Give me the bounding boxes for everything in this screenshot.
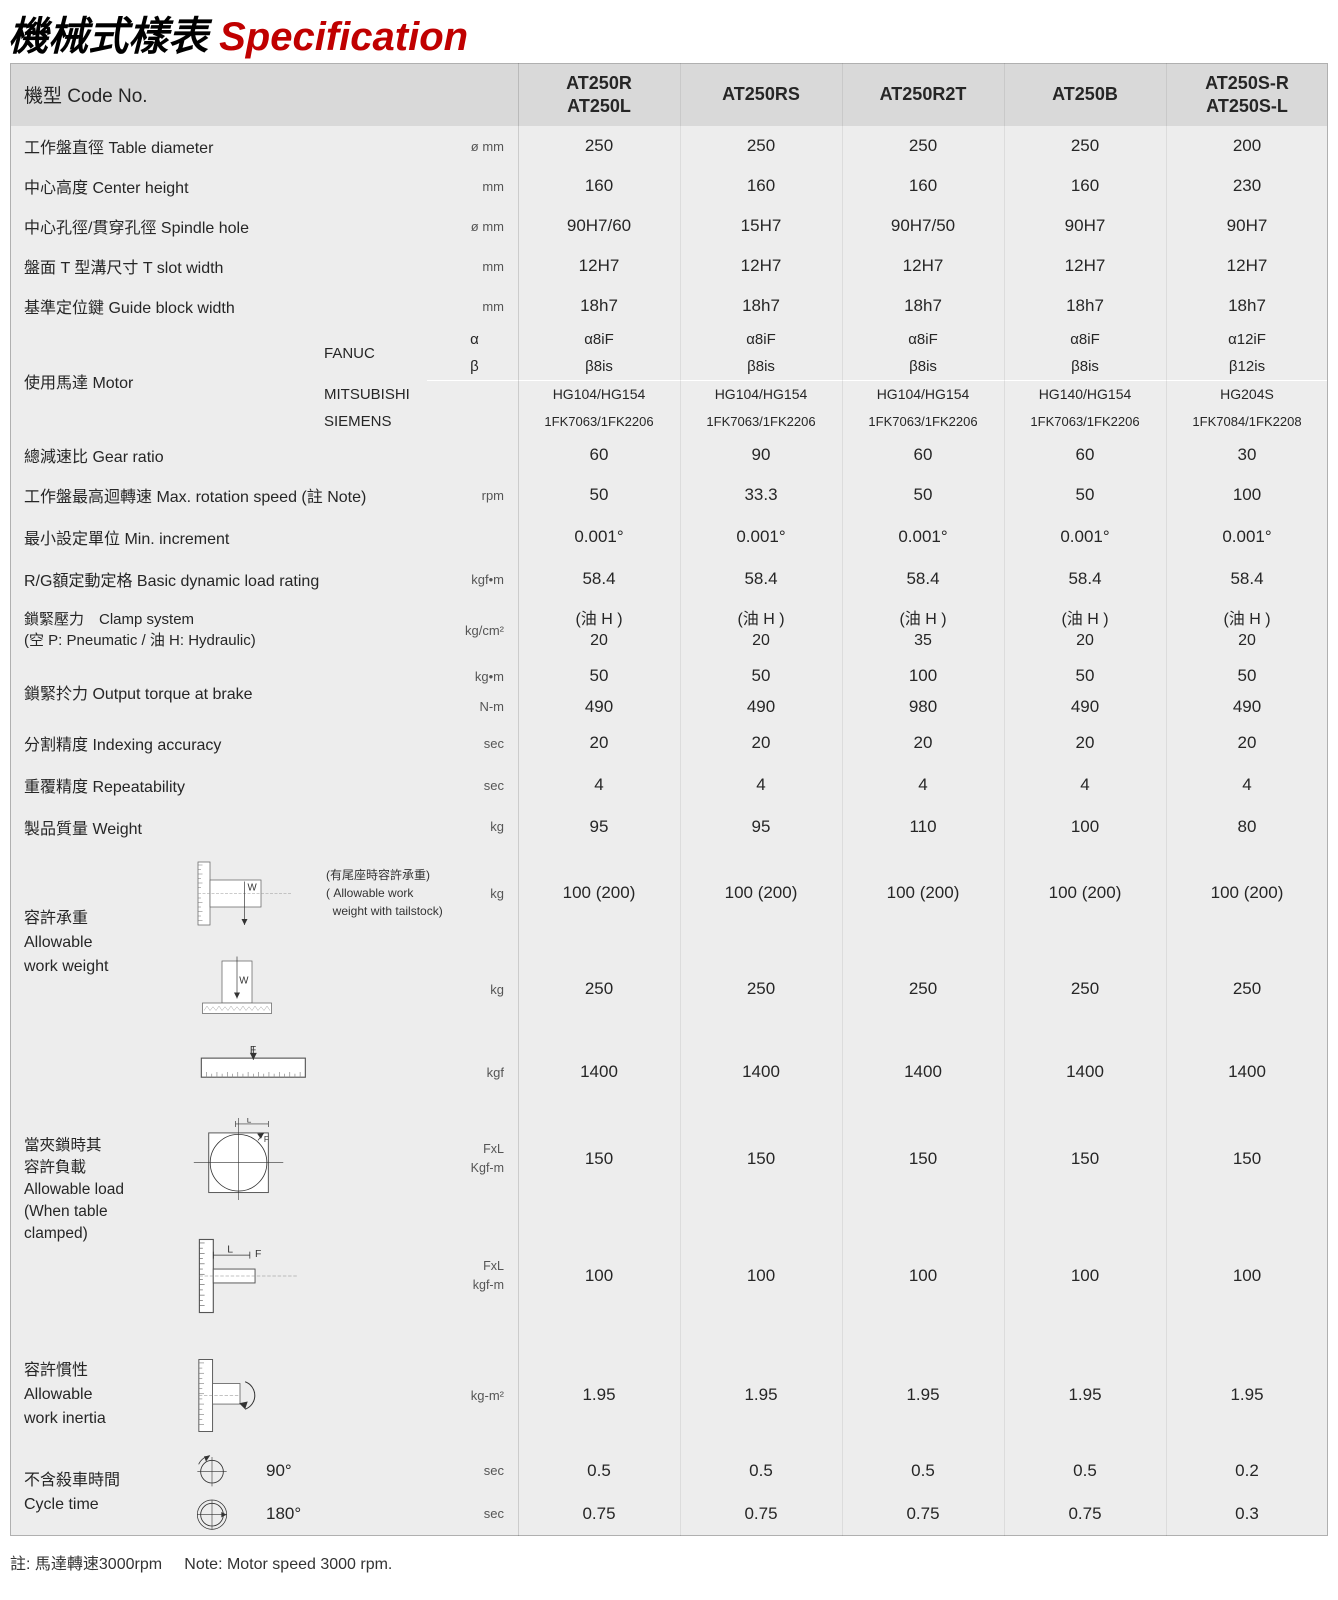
svg-text:L: L [247, 1118, 252, 1124]
svg-text:L: L [227, 1245, 233, 1256]
svg-text:F: F [264, 1134, 269, 1143]
svg-text:F: F [255, 1249, 261, 1260]
svg-text:F: F [250, 1046, 256, 1056]
svg-text:W: W [248, 882, 258, 893]
svg-text:W: W [239, 975, 249, 986]
